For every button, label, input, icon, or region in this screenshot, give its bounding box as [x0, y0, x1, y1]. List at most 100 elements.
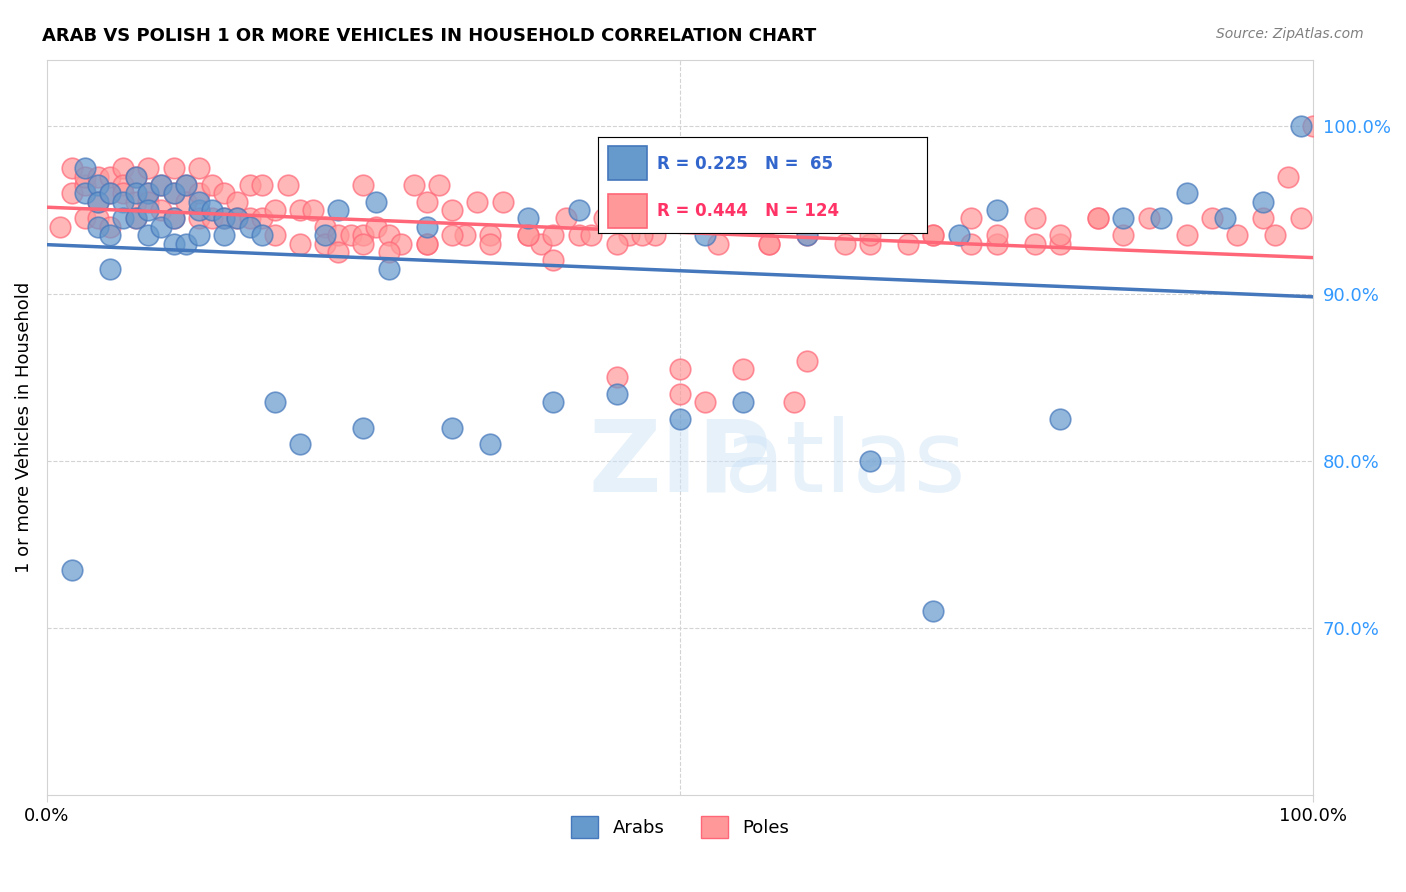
Point: [328, 228, 350, 243]
Point: [288, 236, 311, 251]
Point: [73, 178, 96, 192]
Point: [568, 228, 591, 243]
Point: [429, 178, 451, 192]
Point: [986, 228, 1008, 243]
Point: [619, 228, 641, 243]
Point: [301, 203, 323, 218]
Point: [136, 203, 159, 218]
Point: [353, 178, 375, 192]
Point: [315, 236, 337, 251]
Point: [416, 236, 439, 251]
Point: [353, 420, 375, 434]
Point: [1112, 228, 1135, 243]
Point: [1049, 228, 1071, 243]
Point: [73, 186, 96, 201]
Text: atlas: atlas: [724, 416, 966, 513]
Point: [340, 228, 363, 243]
Point: [441, 203, 464, 218]
Point: [606, 370, 628, 384]
Point: [517, 228, 540, 243]
Point: [733, 211, 755, 226]
Point: [669, 412, 692, 426]
Point: [1049, 412, 1071, 426]
Point: [162, 236, 184, 251]
Point: [796, 228, 818, 243]
Point: [695, 395, 717, 409]
Point: [1150, 211, 1173, 226]
Point: [162, 161, 184, 176]
Text: ARAB VS POLISH 1 OR MORE VEHICLES IN HOUSEHOLD CORRELATION CHART: ARAB VS POLISH 1 OR MORE VEHICLES IN HOU…: [42, 27, 817, 45]
Point: [568, 203, 591, 218]
Point: [796, 353, 818, 368]
Point: [543, 228, 565, 243]
Point: [200, 178, 222, 192]
Point: [200, 211, 222, 226]
Point: [187, 161, 209, 176]
Point: [1049, 236, 1071, 251]
Y-axis label: 1 or more Vehicles in Household: 1 or more Vehicles in Household: [15, 282, 32, 574]
Point: [922, 604, 945, 618]
Point: [124, 211, 146, 226]
Point: [353, 236, 375, 251]
Point: [225, 194, 247, 209]
Point: [859, 236, 882, 251]
Point: [149, 178, 172, 192]
Point: [1112, 211, 1135, 226]
Point: [1226, 228, 1249, 243]
Point: [859, 454, 882, 468]
Point: [366, 219, 388, 234]
Point: [378, 261, 401, 276]
Point: [48, 219, 70, 234]
Point: [1251, 194, 1274, 209]
Legend: Arabs, Poles: Arabs, Poles: [564, 809, 796, 846]
Point: [1175, 186, 1198, 201]
Point: [86, 219, 108, 234]
Point: [315, 219, 337, 234]
Point: [60, 563, 83, 577]
Point: [606, 236, 628, 251]
Point: [98, 228, 121, 243]
Point: [238, 211, 260, 226]
Point: [288, 437, 311, 451]
Point: [884, 211, 907, 226]
Point: [543, 253, 565, 268]
Point: [530, 236, 553, 251]
Point: [695, 228, 717, 243]
Point: [859, 228, 882, 243]
Point: [238, 219, 260, 234]
Point: [136, 194, 159, 209]
Point: [212, 211, 235, 226]
Point: [758, 236, 780, 251]
Point: [479, 236, 502, 251]
Point: [187, 194, 209, 209]
Point: [1213, 211, 1236, 226]
Point: [1289, 120, 1312, 134]
Point: [796, 228, 818, 243]
Point: [1175, 228, 1198, 243]
Point: [366, 194, 388, 209]
Point: [288, 203, 311, 218]
Point: [73, 211, 96, 226]
Point: [263, 228, 285, 243]
Point: [174, 236, 197, 251]
Point: [1024, 211, 1046, 226]
Point: [922, 228, 945, 243]
Point: [250, 178, 273, 192]
Point: [758, 236, 780, 251]
Point: [517, 211, 540, 226]
Point: [581, 228, 603, 243]
Point: [404, 178, 426, 192]
Point: [555, 211, 578, 226]
Point: [1201, 211, 1223, 226]
Point: [187, 211, 209, 226]
Point: [187, 228, 209, 243]
Point: [162, 186, 184, 201]
Point: [948, 228, 970, 243]
Point: [606, 387, 628, 401]
Point: [276, 178, 298, 192]
Point: [1024, 236, 1046, 251]
Point: [378, 228, 401, 243]
Point: [149, 219, 172, 234]
Point: [136, 186, 159, 201]
Point: [124, 186, 146, 201]
